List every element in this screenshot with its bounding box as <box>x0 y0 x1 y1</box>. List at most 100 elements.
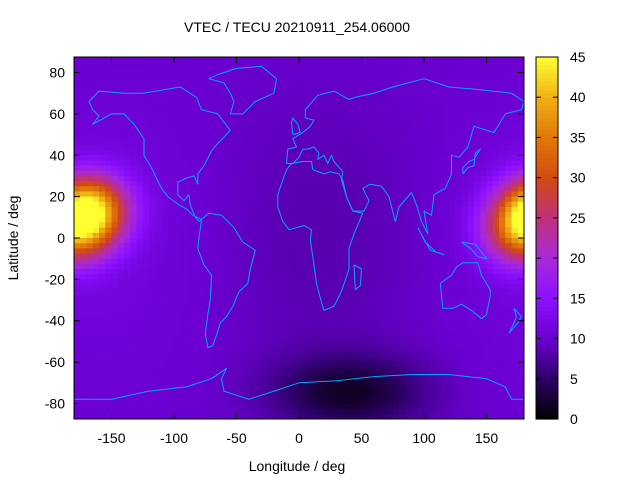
heatmap-cell <box>324 181 331 187</box>
heatmap-cell <box>261 88 269 94</box>
heatmap-cell <box>311 222 319 229</box>
heatmap-cell <box>186 362 194 368</box>
heatmap-cell <box>430 88 438 94</box>
heatmap-cell <box>149 398 156 405</box>
heatmap-cell <box>105 67 113 74</box>
heatmap-cell <box>142 413 150 419</box>
heatmap-cell <box>349 186 356 193</box>
heatmap-cell <box>449 165 456 172</box>
heatmap-cell <box>249 165 256 172</box>
heatmap-cell <box>517 181 524 187</box>
heatmap-cell <box>224 263 231 270</box>
heatmap-cell <box>142 124 150 130</box>
heatmap-cell <box>99 346 106 353</box>
heatmap-cell <box>305 248 313 255</box>
heatmap-cell <box>511 119 519 125</box>
heatmap-cell <box>180 191 188 198</box>
heatmap-cell <box>455 294 463 301</box>
heatmap-cell <box>142 393 150 399</box>
heatmap-cell <box>317 144 325 151</box>
heatmap-cell <box>467 186 475 193</box>
heatmap-cell <box>236 351 244 358</box>
heatmap-cell <box>324 408 331 415</box>
heatmap-cell <box>380 139 388 146</box>
heatmap-cell <box>280 191 288 198</box>
heatmap-cell <box>117 398 125 405</box>
heatmap-cell <box>361 186 369 193</box>
heatmap-cell <box>286 320 294 327</box>
heatmap-cell <box>280 82 288 89</box>
heatmap-cell <box>349 108 356 115</box>
heatmap-cell <box>74 263 81 270</box>
heatmap-cell <box>505 289 513 296</box>
heatmap-cell <box>342 305 350 311</box>
heatmap-cell <box>117 320 125 327</box>
heatmap-cell <box>417 356 425 363</box>
heatmap-cell <box>249 144 256 151</box>
heatmap-cell <box>142 227 150 234</box>
heatmap-cell <box>230 206 238 213</box>
heatmap-cell <box>217 356 225 363</box>
heatmap-cell <box>455 289 463 296</box>
heatmap-cell <box>267 320 275 327</box>
heatmap-cell <box>292 289 300 296</box>
heatmap-cell <box>411 238 419 244</box>
heatmap-cell <box>424 72 431 79</box>
heatmap-cell <box>424 134 431 141</box>
heatmap-cell <box>255 305 263 311</box>
heatmap-cell <box>167 331 175 337</box>
heatmap-cell <box>324 124 331 130</box>
heatmap-cell <box>311 408 319 415</box>
heatmap-cell <box>424 258 431 265</box>
heatmap-cell <box>224 72 231 79</box>
heatmap-cell <box>330 398 338 405</box>
heatmap-cell <box>374 113 381 120</box>
heatmap-cell <box>380 181 388 187</box>
heatmap-cell <box>499 191 506 198</box>
heatmap-cell <box>480 191 488 198</box>
heatmap-cell <box>155 289 163 296</box>
heatmap-cell <box>499 248 506 255</box>
heatmap-cell <box>167 186 175 193</box>
heatmap-cell <box>474 175 481 182</box>
heatmap-cell <box>461 93 469 99</box>
heatmap-cell <box>230 57 238 63</box>
heatmap-cell <box>367 134 375 141</box>
heatmap-cell <box>461 300 469 306</box>
heatmap-cell <box>480 398 488 405</box>
heatmap-cell <box>517 300 524 306</box>
heatmap-cell <box>261 403 269 410</box>
heatmap-cell <box>161 263 169 270</box>
heatmap-cell <box>361 222 369 229</box>
heatmap-cell <box>224 103 231 110</box>
heatmap-cell <box>455 222 463 229</box>
heatmap-cell <box>511 362 519 368</box>
heatmap-cell <box>80 382 88 389</box>
heatmap-cell <box>405 331 413 337</box>
heatmap-cell <box>355 403 363 410</box>
heatmap-cell <box>349 57 356 63</box>
heatmap-cell <box>367 212 375 218</box>
heatmap-cell <box>99 212 106 218</box>
heatmap-cell <box>349 398 356 405</box>
heatmap-cell <box>261 181 269 187</box>
heatmap-cell <box>117 387 125 394</box>
heatmap-cell <box>192 82 200 89</box>
heatmap-cell <box>417 175 425 182</box>
heatmap-cell <box>349 408 356 415</box>
heatmap-cell <box>280 165 288 172</box>
heatmap-cell <box>211 393 219 399</box>
heatmap-cell <box>267 82 275 89</box>
heatmap-cell <box>430 346 438 353</box>
heatmap-cell <box>480 243 488 249</box>
heatmap-cell <box>80 108 88 115</box>
heatmap-cell <box>474 217 481 224</box>
heatmap-cell <box>255 113 263 120</box>
heatmap-cell <box>261 336 269 343</box>
heatmap-cell <box>180 212 188 218</box>
heatmap-cell <box>161 181 169 187</box>
heatmap-cell <box>436 139 444 146</box>
heatmap-cell <box>255 82 263 89</box>
heatmap-cell <box>324 279 331 286</box>
heatmap-cell <box>224 165 231 172</box>
